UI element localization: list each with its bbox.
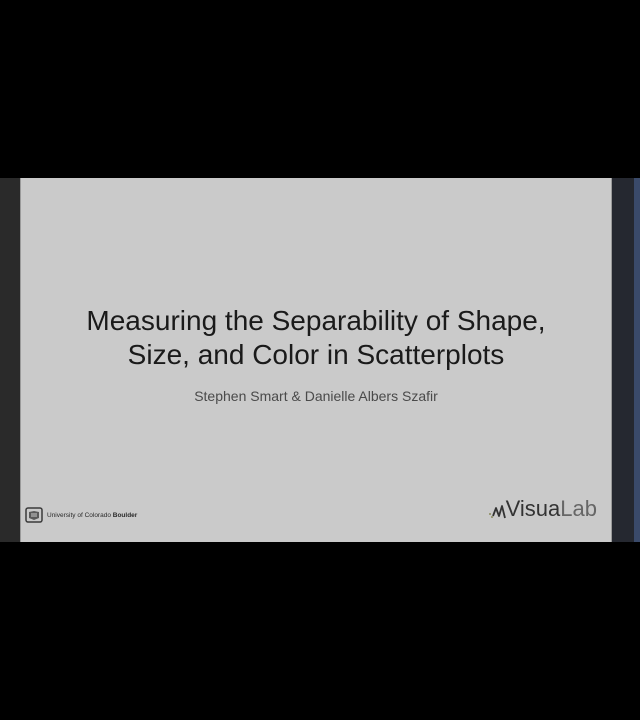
left-letterbox-strip — [0, 178, 20, 542]
visualab-wave-icon — [488, 505, 506, 519]
visualab-logo: Visua Lab — [488, 496, 597, 522]
slide-title-line-2: Size, and Color in Scatterplots — [127, 339, 505, 370]
visualab-name-suffix: Lab — [560, 496, 597, 521]
presentation-slide: Measuring the Separability of Shape, Siz… — [20, 178, 612, 542]
slide-authors: Stephen Smart & Danielle Albers Szafir — [194, 388, 438, 404]
visualab-name-main: Visua — [505, 496, 561, 521]
university-logo: University of Colorado Boulder — [25, 505, 137, 525]
university-name-prefix: University of Colorado — [47, 511, 111, 519]
right-edge-shade — [634, 178, 640, 542]
university-name: University of Colorado Boulder — [47, 512, 137, 519]
university-name-bold: Boulder — [112, 511, 138, 519]
right-letterbox-strip — [612, 178, 640, 542]
slide-title-line-1: Measuring the Separability of Shape, — [86, 305, 546, 336]
cu-buffalo-icon — [25, 507, 43, 523]
video-frame: Measuring the Separability of Shape, Siz… — [0, 178, 640, 542]
slide-title: Measuring the Separability of Shape, Siz… — [21, 304, 611, 372]
